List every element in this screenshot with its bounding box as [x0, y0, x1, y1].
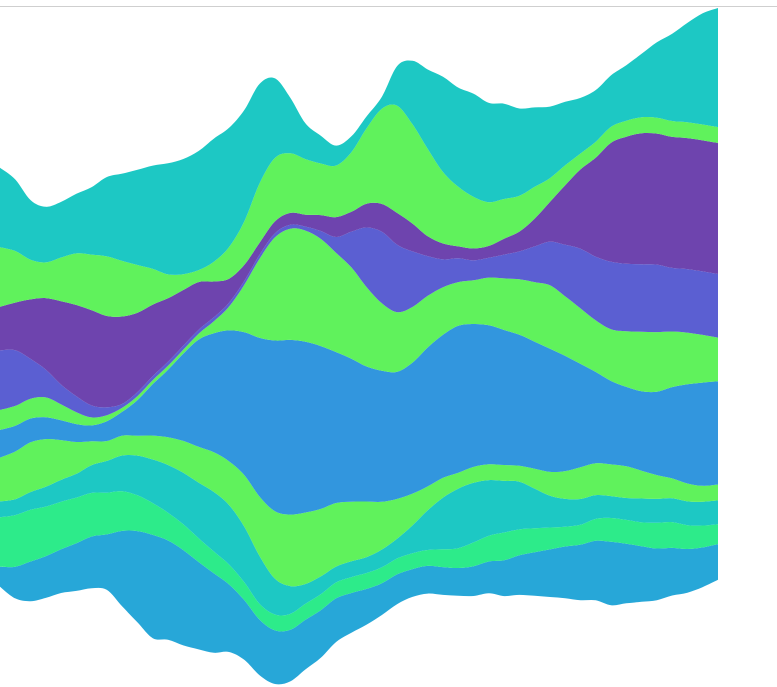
stream-layer-9	[0, 104, 718, 317]
stream-layer-7	[0, 224, 718, 418]
stream-layer-2	[0, 491, 718, 632]
stream-layer-1	[0, 530, 718, 685]
stream-layer-3	[0, 454, 718, 616]
stream-layer-6	[0, 228, 718, 430]
stream-layer-5	[0, 323, 718, 515]
stream-layer-8	[0, 132, 718, 408]
stream-layer-4	[0, 435, 718, 587]
stream-layer-10	[0, 8, 718, 275]
top-border-line	[0, 6, 777, 7]
stream-layers	[0, 8, 718, 685]
